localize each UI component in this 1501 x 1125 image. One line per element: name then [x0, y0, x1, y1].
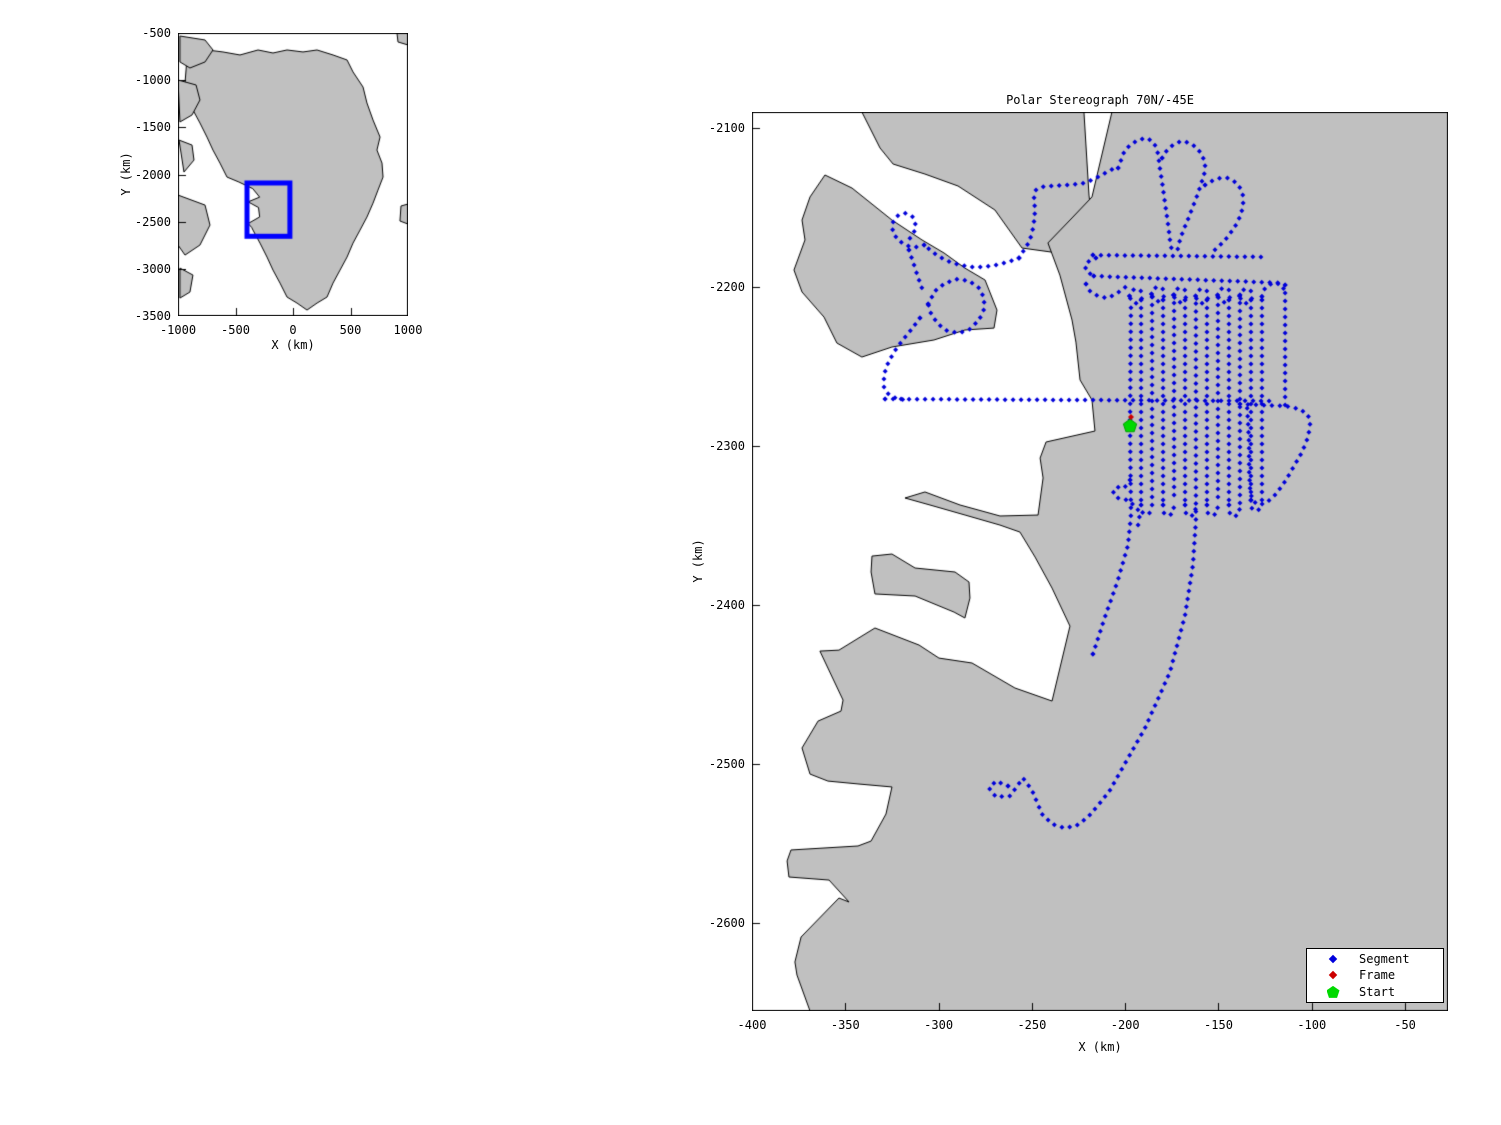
legend-item-start: Start [1307, 984, 1443, 1000]
plot-title: Polar Stereograph 70N/-45E [1006, 93, 1194, 107]
legend-label-frame: Frame [1359, 968, 1396, 983]
overview-y-tick-label: -1000 [134, 73, 171, 88]
main-x-tick-label: -100 [1297, 1018, 1327, 1032]
overview-map-canvas [178, 33, 408, 316]
overview-x-tick-label: -1000 [159, 323, 197, 337]
legend: Segment Frame Start [1306, 948, 1444, 1003]
main-y-tick-label: -2400 [708, 598, 745, 613]
main-plot-canvas [752, 112, 1448, 1011]
main-x-tick-label: -400 [737, 1018, 767, 1032]
main-y-tick-label: -2500 [708, 757, 745, 772]
legend-item-segment: Segment [1307, 951, 1443, 967]
overview-x-tick-label: 0 [289, 323, 297, 337]
main-y-tick-label: -2300 [708, 439, 745, 454]
legend-item-frame: Frame [1307, 967, 1443, 983]
main-x-tick-label: -300 [924, 1018, 954, 1032]
overview-y-tick-label: -2500 [134, 214, 171, 229]
main-x-tick-label: -200 [1110, 1018, 1140, 1032]
main-y-tick-label: -2200 [708, 280, 745, 295]
overview-y-tick-label: -500 [142, 26, 171, 40]
main-yaxis-label: Y (km) [691, 539, 705, 583]
legend-label-start: Start [1359, 984, 1396, 999]
main-xaxis-label: X (km) [1078, 1040, 1122, 1054]
main-x-tick-label: -150 [1204, 1018, 1233, 1032]
segment-diamond-icon [1328, 954, 1338, 964]
start-pentagon-icon [1326, 985, 1340, 998]
main-x-tick-label: -350 [830, 1018, 860, 1032]
legend-label-segment: Segment [1359, 952, 1410, 967]
main-x-tick-label: -250 [1017, 1018, 1047, 1032]
overview-y-tick-label: -2000 [134, 167, 171, 182]
overview-y-tick-label: -3500 [134, 309, 171, 323]
overview-xaxis-label: X (km) [271, 338, 315, 352]
overview-y-tick-label: -1500 [134, 120, 171, 135]
main-y-tick-label: -2100 [708, 120, 745, 135]
overview-y-tick-label: -3000 [134, 261, 171, 276]
main-y-tick-label: -2600 [708, 916, 745, 931]
frame-diamond-icon [1328, 971, 1338, 980]
overview-yaxis-label: Y (km) [119, 152, 133, 196]
overview-x-tick-label: 1000 [393, 323, 423, 337]
overview-x-tick-label: -500 [221, 323, 250, 337]
overview-x-tick-label: 500 [339, 323, 362, 337]
main-x-tick-label: -50 [1394, 1018, 1416, 1032]
